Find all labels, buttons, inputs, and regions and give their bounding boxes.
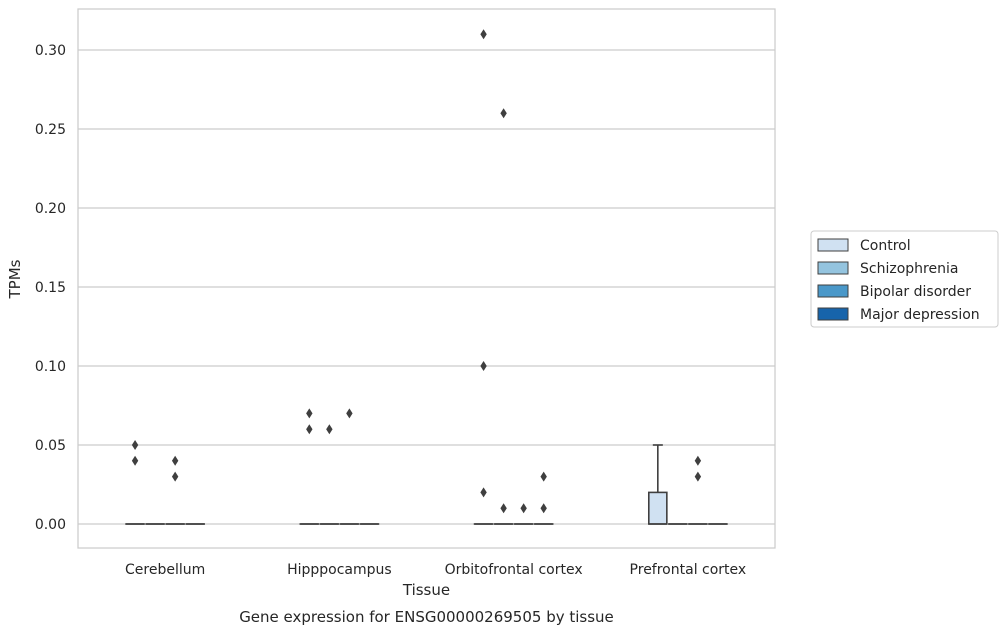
legend-swatch (817, 238, 849, 252)
plot-frame (77, 8, 776, 549)
outlier-point (346, 408, 353, 419)
y-tick-label: 0.30 (35, 43, 66, 59)
outliers (131, 29, 702, 514)
outlier-point (500, 503, 507, 514)
box-3-0 (647, 444, 668, 525)
y-tick-labels: 0.00 0.05 0.10 0.15 0.20 0.25 0.30 (35, 43, 66, 533)
legend: Control Schizophrenia Bipolar disorder Majo… (810, 230, 999, 328)
outlier-point (480, 487, 487, 498)
outlier-point (326, 424, 333, 435)
legend-label: Schizophrenia (860, 261, 958, 277)
x-axis-label: Tissue (402, 581, 450, 599)
x-tick-label: Cerebellum (125, 562, 205, 578)
gridlines (78, 49, 775, 525)
x-tick-label: Hipppocampus (287, 562, 392, 578)
outlier-point (540, 471, 547, 482)
outlier-point (520, 503, 527, 514)
outlier-point (306, 408, 313, 419)
y-tick-label: 0.10 (35, 359, 66, 375)
y-axis-label: TPMs (6, 259, 24, 299)
x-tick-label: Orbitofrontal cortex (445, 562, 583, 578)
legend-frame (810, 230, 999, 328)
outlier-point (131, 440, 139, 450)
legend-swatch (817, 261, 849, 275)
outlier-point (694, 455, 702, 466)
y-tick-label: 0.15 (35, 280, 66, 296)
outlier-point (171, 471, 179, 482)
x-tick-labels: Cerebellum Hipppocampus Orbitofrontal cort… (125, 562, 746, 578)
y-tick-label: 0.25 (35, 122, 66, 138)
legend-label: Major depression (860, 307, 980, 323)
legend-label: Bipolar disorder (860, 284, 971, 300)
boxes (125, 444, 728, 525)
legend-swatch (817, 284, 849, 298)
outlier-point (306, 424, 313, 435)
outlier-point (480, 29, 487, 40)
chart-caption: Gene expression for ENSG00000269505 by t… (239, 608, 614, 626)
legend-swatch (817, 307, 849, 321)
y-tick-label: 0.05 (35, 438, 66, 454)
legend-label: Control (860, 238, 911, 254)
x-tick-label: Prefrontal cortex (630, 562, 747, 578)
box-body (647, 491, 668, 525)
outlier-point (694, 471, 702, 482)
outlier-point (480, 361, 487, 371)
outlier-point (540, 503, 547, 514)
y-tick-label: 0.20 (35, 201, 66, 217)
y-tick-label: 0.00 (35, 517, 66, 533)
outlier-point (131, 455, 139, 466)
outlier-point (500, 108, 507, 119)
outlier-point (171, 455, 179, 466)
